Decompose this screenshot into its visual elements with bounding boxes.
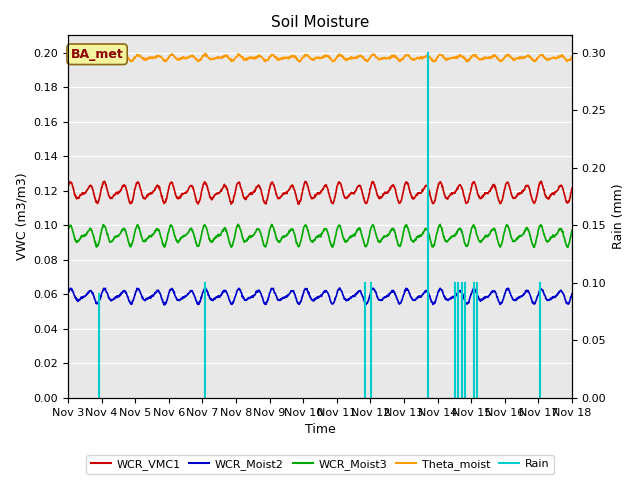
X-axis label: Time: Time bbox=[305, 423, 335, 436]
Y-axis label: VWC (m3/m3): VWC (m3/m3) bbox=[15, 173, 28, 261]
Legend: WCR_VMC1, WCR_Moist2, WCR_Moist3, Theta_moist, Rain: WCR_VMC1, WCR_Moist2, WCR_Moist3, Theta_… bbox=[86, 455, 554, 474]
Y-axis label: Rain (mm): Rain (mm) bbox=[612, 184, 625, 250]
Text: BA_met: BA_met bbox=[70, 48, 124, 61]
Title: Soil Moisture: Soil Moisture bbox=[271, 15, 369, 30]
